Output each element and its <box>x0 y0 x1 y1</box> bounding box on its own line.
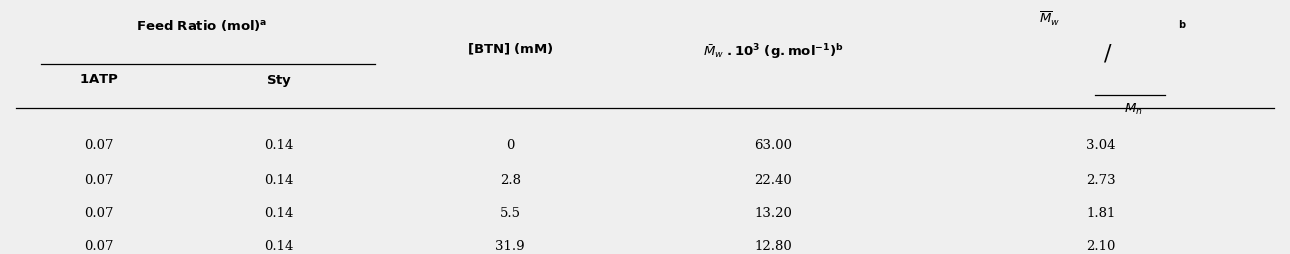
Text: 63.00: 63.00 <box>755 139 792 152</box>
Text: 0.07: 0.07 <box>84 207 114 220</box>
Text: 22.40: 22.40 <box>755 174 792 187</box>
Text: 3.04: 3.04 <box>1086 139 1116 152</box>
Text: $\mathbf{b}$: $\mathbf{b}$ <box>1178 18 1187 30</box>
Text: 5.5: 5.5 <box>499 207 521 220</box>
Text: 0.07: 0.07 <box>84 174 114 187</box>
Text: 0.07: 0.07 <box>84 139 114 152</box>
Text: $\bar{M}_{w}$ $\mathbf{.10^{3}\ (g.mol^{-1})^{b}}$: $\bar{M}_{w}$ $\mathbf{.10^{3}\ (g.mol^{… <box>703 42 844 61</box>
Text: 12.80: 12.80 <box>755 240 792 253</box>
Text: 0: 0 <box>506 139 515 152</box>
Text: /: / <box>1104 42 1111 64</box>
Text: 0.14: 0.14 <box>264 139 294 152</box>
Text: $\mathbf{[BTN]\ (mM)}$: $\mathbf{[BTN]\ (mM)}$ <box>467 42 553 57</box>
Text: 2.10: 2.10 <box>1086 240 1116 253</box>
Text: 2.73: 2.73 <box>1086 174 1116 187</box>
Text: $M_{n}$: $M_{n}$ <box>1124 102 1143 117</box>
Text: 0.14: 0.14 <box>264 207 294 220</box>
Text: 0.07: 0.07 <box>84 240 114 253</box>
Text: $\overline{M}_{w}$: $\overline{M}_{w}$ <box>1038 9 1060 28</box>
Text: 1.81: 1.81 <box>1086 207 1116 220</box>
Text: 2.8: 2.8 <box>499 174 521 187</box>
Text: 0.14: 0.14 <box>264 240 294 253</box>
Text: 13.20: 13.20 <box>755 207 792 220</box>
Text: 0.14: 0.14 <box>264 174 294 187</box>
Text: $\mathbf{Feed\ Ratio\ (mol)^{a}}$: $\mathbf{Feed\ Ratio\ (mol)^{a}}$ <box>137 18 267 33</box>
Text: 31.9: 31.9 <box>495 240 525 253</box>
Text: $\mathbf{1ATP}$: $\mathbf{1ATP}$ <box>79 73 119 86</box>
Text: $\mathbf{Sty}$: $\mathbf{Sty}$ <box>266 73 292 89</box>
